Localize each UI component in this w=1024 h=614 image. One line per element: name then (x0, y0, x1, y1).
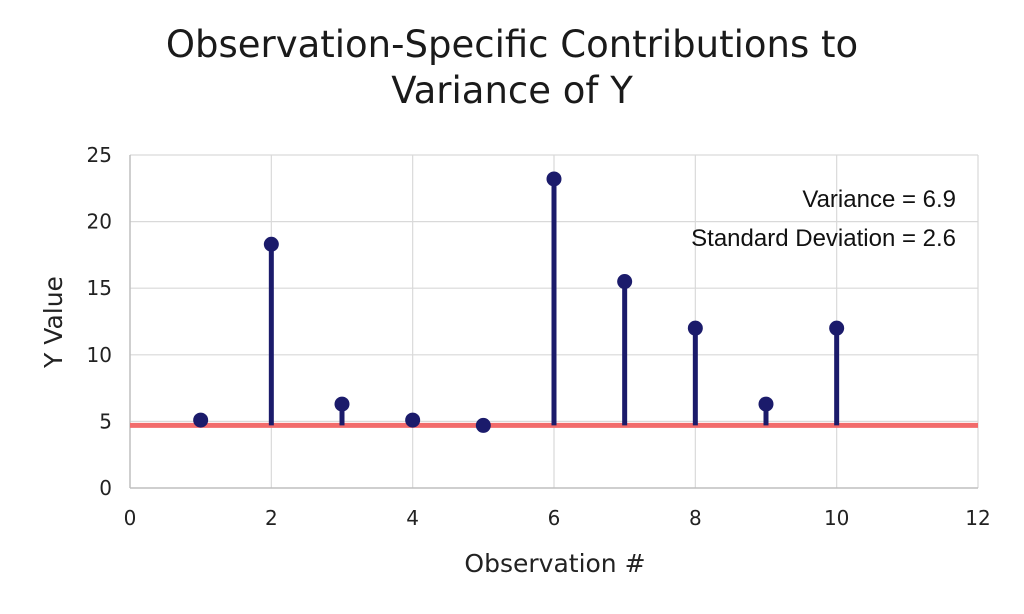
y-tick-label: 20 (87, 210, 112, 234)
variance-annotation: Variance = 6.9 (802, 186, 956, 213)
std-dev-annotation: Standard Deviation = 2.6 (691, 225, 956, 252)
x-axis-label: Observation # (464, 549, 645, 578)
x-tick-label: 8 (689, 506, 702, 530)
x-tick-label: 4 (406, 506, 419, 530)
data-point (405, 412, 421, 428)
data-point (193, 412, 209, 428)
data-point (687, 320, 703, 336)
axis-layer (129, 155, 978, 489)
point-layer (193, 171, 845, 433)
x-tick-label: 2 (265, 506, 278, 530)
data-point (758, 396, 774, 412)
data-point (475, 417, 491, 433)
tick-layer: 0 5 10 15 20 25 0 2 4 6 8 10 12 (87, 143, 991, 530)
x-tick-label: 0 (124, 506, 137, 530)
data-point (617, 274, 633, 290)
y-axis-label: Y Value (39, 276, 68, 369)
y-tick-label: 25 (87, 143, 112, 167)
chart-title-line-1: Observation-Specific Contributions to (165, 23, 859, 66)
data-point (334, 396, 350, 412)
data-point (263, 236, 279, 252)
y-tick-label: 10 (87, 343, 112, 367)
y-tick-label: 5 (99, 409, 112, 433)
chart-title: Observation-Specific Contributions to Va… (0, 22, 1024, 114)
y-tick-label: 0 (99, 476, 112, 500)
y-tick-label: 15 (87, 276, 112, 300)
x-tick-label: 6 (548, 506, 561, 530)
stem-layer (198, 178, 840, 426)
data-point (829, 320, 845, 336)
data-point (546, 171, 562, 187)
x-tick-label: 10 (824, 506, 849, 530)
x-tick-label: 12 (965, 506, 990, 530)
chart-title-line-2: Variance of Y (391, 69, 633, 112)
